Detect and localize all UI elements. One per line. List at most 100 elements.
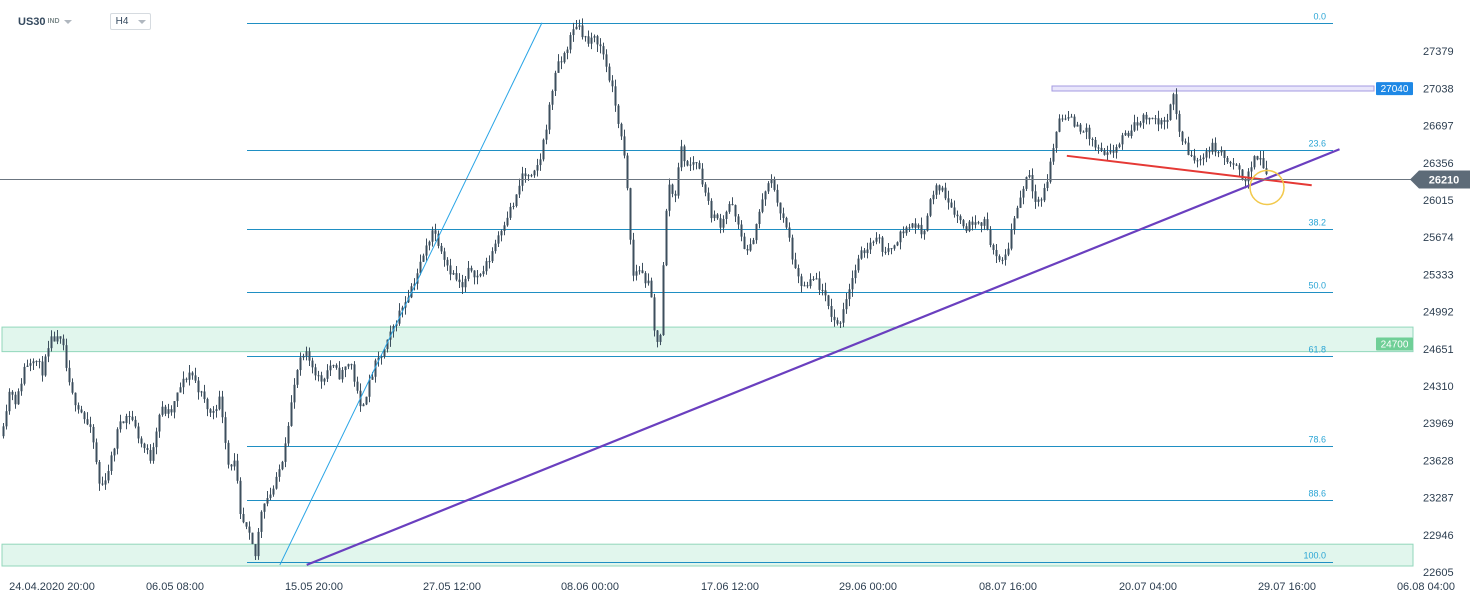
- candle-body: [812, 278, 815, 280]
- candle-body: [209, 409, 212, 413]
- candle-body: [1169, 104, 1172, 120]
- candle-body: [305, 351, 308, 356]
- candle-body: [632, 239, 635, 276]
- candle-body: [554, 72, 557, 91]
- candle-body: [452, 273, 455, 275]
- x-tick-label: 06.08 04:00: [1397, 581, 1455, 593]
- candle-body: [977, 222, 980, 224]
- candle-body: [1163, 120, 1166, 122]
- rising-trendline[interactable]: [306, 148, 1340, 566]
- candle-body: [1124, 132, 1127, 136]
- candle-body: [1109, 151, 1112, 153]
- candle-body: [1004, 254, 1007, 260]
- candle-body: [773, 179, 776, 190]
- candle-body: [854, 270, 857, 279]
- candle-body: [1046, 181, 1049, 188]
- candle-body: [758, 211, 761, 224]
- x-tick-label: 29.07 16:00: [1258, 581, 1316, 593]
- candle-body: [422, 255, 425, 262]
- candle-body: [803, 285, 806, 287]
- candle-body: [917, 224, 920, 228]
- candle-body: [539, 159, 542, 166]
- candle-body: [833, 316, 836, 321]
- candle-body: [677, 167, 680, 196]
- candle-body: [176, 392, 179, 402]
- candle-body: [737, 216, 740, 225]
- candle-body: [167, 409, 170, 414]
- candle-body: [164, 406, 167, 414]
- candle-body: [380, 356, 383, 358]
- candle-body: [596, 36, 599, 45]
- candle-body: [440, 245, 443, 252]
- candle-body: [704, 184, 707, 193]
- candle-body: [281, 461, 284, 470]
- candle-body: [260, 511, 263, 532]
- candle-body: [1049, 161, 1052, 182]
- candle-body: [119, 421, 122, 430]
- candle-body: [185, 378, 188, 380]
- candle-body: [1070, 116, 1073, 118]
- x-tick-label: 24.04.2020 20:00: [9, 581, 95, 593]
- short-term-resistance[interactable]: [1066, 154, 1312, 187]
- y-tick-label: 25674: [1423, 232, 1454, 244]
- candle-body: [1226, 157, 1229, 163]
- candle-body: [665, 210, 668, 266]
- candle-body: [137, 426, 140, 439]
- candle-body: [650, 280, 653, 298]
- candle-body: [1007, 248, 1010, 255]
- candle-body: [506, 217, 509, 226]
- candle-body: [1019, 197, 1022, 208]
- candle-body: [206, 399, 209, 410]
- candle-body: [386, 339, 389, 350]
- candle-body: [824, 290, 827, 296]
- candle-body: [1145, 114, 1148, 120]
- support-zone: [1, 326, 1414, 353]
- candle-body: [1130, 130, 1133, 136]
- candle-body: [938, 185, 941, 191]
- candle-body: [254, 544, 257, 557]
- candle-body: [887, 248, 890, 252]
- candle-body: [266, 498, 269, 504]
- candle-body: [161, 406, 164, 415]
- fan-line[interactable]: [279, 22, 543, 566]
- candle-body: [998, 256, 1001, 260]
- candle-body: [950, 202, 953, 208]
- chevron-down-icon: [63, 19, 72, 24]
- candle-body: [545, 129, 548, 140]
- candle-body: [797, 268, 800, 277]
- candle-body: [1187, 142, 1190, 155]
- candle-body: [860, 250, 863, 259]
- candle-body: [656, 330, 659, 342]
- candle-body: [578, 25, 581, 27]
- candle-body: [1205, 151, 1208, 158]
- candle-body: [374, 360, 377, 377]
- candle-body: [1043, 187, 1046, 201]
- candle-body: [563, 53, 566, 63]
- candle-body: [449, 265, 452, 275]
- candle-body: [524, 173, 527, 177]
- candle-body: [752, 240, 755, 245]
- candle-body: [1232, 163, 1235, 165]
- candle-body: [263, 503, 266, 512]
- timeframe-selector[interactable]: H4: [109, 13, 152, 30]
- candle-body: [425, 245, 428, 256]
- candle-body: [557, 61, 560, 73]
- candle-body: [1154, 118, 1157, 120]
- y-tick-label: 23628: [1423, 455, 1454, 467]
- y-tick-label: 23287: [1423, 493, 1454, 505]
- candle-body: [251, 532, 254, 545]
- candle-body: [1166, 119, 1169, 122]
- candle-body: [335, 365, 338, 368]
- candle-body: [212, 410, 215, 413]
- candle-body: [479, 274, 482, 276]
- candle-body: [1073, 116, 1076, 127]
- candle-body: [857, 258, 860, 271]
- candle-body: [1103, 150, 1106, 155]
- candle-body: [356, 381, 359, 391]
- candle-body: [983, 219, 986, 226]
- candle-body: [1148, 117, 1151, 120]
- symbol-selector[interactable]: US30 IND: [18, 16, 72, 28]
- candle-body: [1208, 151, 1211, 153]
